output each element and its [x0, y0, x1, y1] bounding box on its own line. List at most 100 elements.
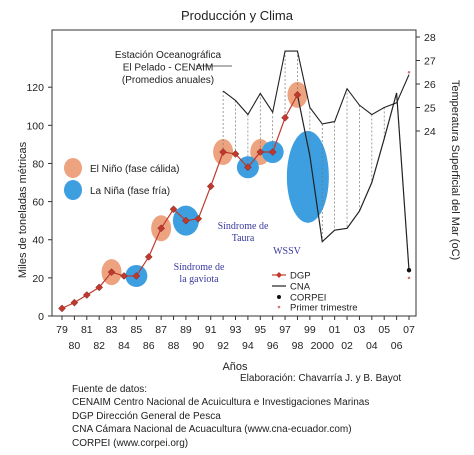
x-tick-label-bottom: 86 [143, 340, 155, 352]
dgp-marker [58, 304, 66, 313]
series-line-temperatura [222, 50, 410, 125]
legend-dgp-label: DGP [290, 271, 311, 282]
y-left-tick-label: 100 [26, 120, 44, 132]
x-tick-label-bottom: 06 [391, 340, 403, 352]
x-tick-label-bottom: 02 [341, 340, 353, 352]
station-annotation-line: Estación Oceanográfica [115, 50, 222, 61]
y-right-tick-label: 27 [424, 56, 436, 68]
x-tick-label-bottom: 84 [118, 340, 130, 352]
event-label: Síndrome de [174, 262, 225, 273]
x-axis-label: Años [222, 361, 248, 373]
x-tick-label-bottom: 98 [292, 340, 304, 352]
x-tick-label-top: 07 [403, 324, 415, 336]
x-tick-label-top: 01 [329, 324, 341, 336]
x-tick-label-top: 99 [304, 324, 316, 336]
x-tick-label-top: 81 [81, 324, 93, 336]
x-tick-label-top: 89 [180, 324, 192, 336]
source-line: CENAIM Centro Nacional de Acuicultura e … [72, 397, 370, 409]
x-tick-label-top: 95 [254, 324, 266, 336]
dgp-marker [281, 113, 289, 122]
series-line-corpei [396, 92, 410, 271]
source-line: CNA Cámara Nacional de Acuacultura (www.… [72, 424, 352, 436]
x-tick-label-bottom: 90 [192, 340, 204, 352]
legend-primer-label: Primer trimestre [290, 303, 358, 314]
dgp-marker [157, 224, 165, 233]
dgp-marker [256, 148, 265, 156]
series-markers [58, 70, 412, 313]
nino-legend-swatch [64, 158, 82, 178]
x-tick-label-bottom: 92 [217, 340, 229, 352]
y-right-tick-label: 25 [424, 103, 436, 115]
y-left-tick-label: 120 [26, 82, 44, 94]
dgp-marker [206, 182, 215, 191]
x-tick-label-top: 91 [205, 324, 217, 336]
x-tick-label-top: 93 [230, 324, 242, 336]
temperature-drop-lines [222, 51, 385, 242]
annotations: Estación Oceanográfica El Pelado - CENAIM… [64, 50, 302, 285]
y-right-tick-label: 26 [424, 79, 436, 91]
dgp-marker [244, 163, 252, 172]
dgp-marker [120, 272, 128, 280]
y-left-tick-label: 20 [32, 273, 44, 285]
x-tick-label-top: 05 [378, 324, 390, 336]
dgp-marker [219, 148, 227, 156]
x-tick-label-top: 83 [106, 324, 118, 336]
dgp-marker [70, 298, 79, 307]
plot-frame [51, 29, 417, 317]
y-left-tick-label: 40 [32, 235, 44, 247]
x-tick-label-top: 79 [56, 324, 68, 336]
dgp-marker [182, 216, 190, 225]
dgp-marker [293, 90, 302, 99]
x-tick-label-bottom: 82 [93, 340, 105, 352]
station-annotation-line: (Promedios anuales) [122, 75, 214, 86]
x-tick-label-top: 85 [131, 324, 143, 336]
event-label: WSSV [273, 246, 302, 257]
dgp-marker [268, 148, 277, 156]
nina-ellipse-wssv [286, 130, 329, 223]
x-tick-label-bottom: 2000 [311, 340, 335, 352]
source-line: DGP Dirección General de Pesca [72, 410, 221, 422]
x-tick-label-bottom: 88 [168, 340, 180, 352]
legend-dgp-marker [276, 272, 282, 278]
y-right-tick-label: 24 [424, 126, 436, 138]
station-annotation-line: El Pelado - CENAIM [123, 63, 214, 74]
event-label: Taura [232, 233, 255, 244]
x-tick-label-bottom: 80 [69, 340, 81, 352]
corpei-marker [406, 268, 412, 273]
legend-corpei-marker [277, 295, 281, 299]
nina-legend-label: La Niña (fase fría) [90, 186, 170, 197]
source-line: CORPEI (www.corpei.org) [72, 437, 189, 449]
y-left-axis-label: Miles de toneladas métricas [17, 141, 29, 278]
y-right-tick-label: 28 [424, 32, 436, 44]
y-right-axis-label: Temperatura Superficial del Mar (oC) [449, 80, 461, 260]
dgp-marker [169, 205, 178, 214]
y-left-tick-label: 60 [32, 197, 44, 209]
event-label: la gaviota [179, 274, 219, 285]
legend-cna-label: CNA [290, 282, 311, 293]
x-tick-label-bottom: 96 [267, 340, 279, 352]
chart-title: Producción y Clima [181, 8, 294, 23]
x-tick-label-bottom: 04 [366, 340, 378, 352]
source-line: Fuente de datos: [72, 384, 148, 395]
series-lines [61, 50, 410, 309]
series-line-dgp [61, 94, 298, 309]
series-line-cna [296, 92, 398, 243]
y-left-tick-label: 80 [32, 158, 44, 170]
dgp-marker [107, 268, 116, 277]
x-tick-label-top: 97 [279, 324, 291, 336]
y-left-tick-label: 0 [38, 311, 44, 323]
event-label: Síndrome de [218, 221, 269, 232]
dgp-marker [95, 283, 104, 292]
dgp-marker [144, 253, 153, 261]
x-tick-label-top: 03 [354, 324, 366, 336]
primer-trimestre-marker [407, 276, 411, 280]
legend-corpei-label: CORPEI [290, 293, 326, 304]
legend-primer-marker [277, 305, 281, 309]
dgp-marker [231, 150, 240, 158]
nina-legend-swatch [64, 180, 82, 200]
credit-text: Elaboración: Chavarría J. y B. Bayot [240, 373, 402, 384]
dgp-marker [132, 272, 141, 280]
climate-ellipses [101, 81, 329, 287]
